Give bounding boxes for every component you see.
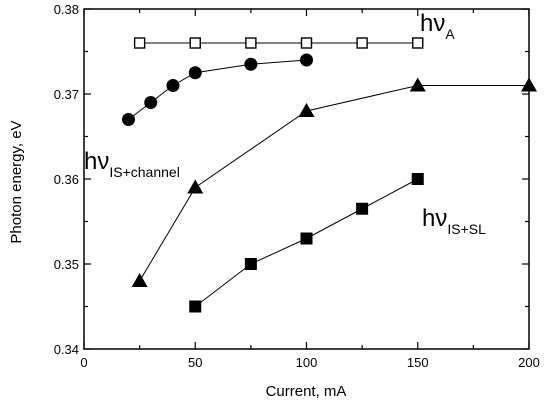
series-line xyxy=(139,85,529,282)
data-point-filled-square xyxy=(300,232,313,245)
data-point-open-square xyxy=(412,37,424,49)
annotation-hv-is-channel-main: hν xyxy=(84,148,109,175)
data-point-filled-triangle xyxy=(131,273,148,287)
data-point-filled-square xyxy=(411,173,424,185)
data-point-filled-circle xyxy=(300,53,313,67)
series-line xyxy=(128,59,307,120)
series-filled-square xyxy=(189,173,424,313)
annotation-hv-is-channel-sub: IS+channel xyxy=(109,164,179,180)
data-point-open-square xyxy=(245,37,257,49)
data-point-filled-square xyxy=(189,300,202,313)
x-tick-label: 50 xyxy=(188,355,202,370)
data-point-filled-circle xyxy=(166,79,180,92)
x-tick-label: 150 xyxy=(407,355,429,370)
chart-labels: Current, mA Photon energy, eV hνA hνIS+c… xyxy=(8,10,486,400)
data-point-filled-square xyxy=(356,202,369,215)
annotation-hv-is-sl-sub: IS+SL xyxy=(447,221,486,237)
y-tick-label: 0.35 xyxy=(54,257,79,272)
annotation-hv-is-channel: hνIS+channel xyxy=(84,148,180,180)
y-tick-label: 0.37 xyxy=(54,87,79,102)
annotation-hv-is-sl: hνIS+SL xyxy=(422,205,486,237)
y-tick-label: 0.34 xyxy=(54,342,79,357)
x-tick-label: 200 xyxy=(518,355,540,370)
data-point-filled-circle xyxy=(122,113,135,126)
x-axis-label: Current, mA xyxy=(266,383,347,400)
annotation-hv-a-main: hν xyxy=(420,10,445,37)
data-point-open-square xyxy=(300,37,313,49)
annotation-hv-a: hνA xyxy=(420,10,455,42)
annotation-hv-a-sub: A xyxy=(445,26,455,42)
data-point-filled-circle xyxy=(244,57,258,71)
series-open-square xyxy=(133,37,424,49)
x-tick-label: 100 xyxy=(296,355,318,370)
data-point-open-square xyxy=(356,37,368,49)
data-point-filled-triangle xyxy=(409,77,426,92)
series-filled-circle xyxy=(122,53,313,126)
data-point-filled-circle xyxy=(144,96,158,109)
data-point-filled-triangle xyxy=(187,179,204,194)
x-tick-label: 0 xyxy=(80,355,87,370)
data-point-filled-square xyxy=(244,258,257,270)
annotation-hv-is-sl-main: hν xyxy=(422,205,447,232)
y-tick-label: 0.36 xyxy=(54,172,79,187)
data-point-open-square xyxy=(133,37,146,49)
data-point-filled-triangle xyxy=(521,77,537,92)
y-axis-label: Photon energy, eV xyxy=(8,120,25,243)
y-tick-label: 0.38 xyxy=(54,2,79,17)
series-filled-triangle xyxy=(131,77,537,287)
data-series xyxy=(122,37,537,313)
data-point-filled-triangle xyxy=(298,103,315,117)
data-point-open-square xyxy=(189,37,201,49)
axes: 0 50 100 150 200 0.34 0.35 0.36 0.37 0.38 xyxy=(54,2,540,370)
data-point-filled-circle xyxy=(188,66,202,80)
